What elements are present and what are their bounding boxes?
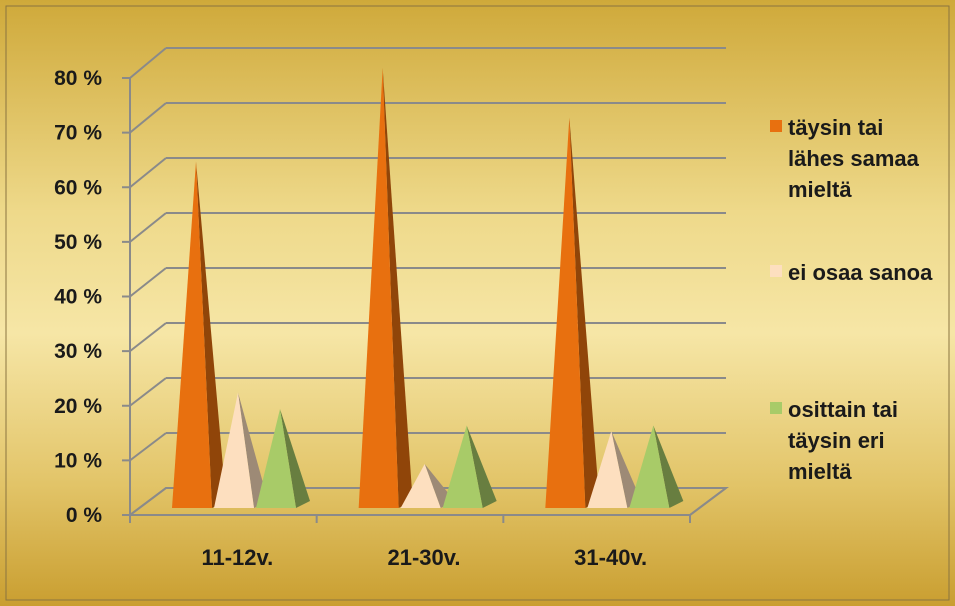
gridline-side	[129, 432, 167, 462]
legend-swatch	[770, 402, 782, 414]
y-tick-label: 10 %	[54, 449, 102, 472]
pyramid-mark	[358, 68, 413, 508]
x-tick-label: 31-40v.	[574, 545, 647, 570]
pyramid-mark	[629, 425, 684, 508]
x-tick-label: 21-30v.	[388, 545, 461, 570]
gridline-side	[129, 212, 167, 243]
gridline-side	[129, 322, 167, 352]
gridline-side	[129, 157, 167, 189]
legend-swatch	[770, 120, 782, 132]
legend-swatch	[770, 265, 782, 277]
y-tick-label: 80 %	[54, 67, 102, 90]
legend-label: ei osaa sanoa	[788, 260, 933, 285]
legend-item: täysin tai lähes samaa mieltä	[770, 112, 938, 205]
legend-item: ei osaa sanoa	[770, 257, 938, 288]
legend-label: osittain tai täysin eri mieltä	[788, 397, 899, 484]
y-tick-label: 60 %	[54, 176, 102, 199]
gridline-side	[129, 47, 167, 79]
gridline-side	[129, 267, 167, 298]
x-tick-label: 11-12v.	[201, 545, 273, 570]
chart-border	[5, 5, 950, 601]
pyramid-mark	[256, 409, 310, 508]
y-tick-label: 50 %	[54, 231, 102, 254]
pyramid-mark	[214, 392, 268, 508]
legend-item: osittain tai täysin eri mieltä	[770, 394, 938, 487]
gridline-side	[129, 102, 167, 134]
pyramid-mark	[442, 425, 497, 508]
y-tick-label: 40 %	[54, 286, 102, 309]
floor-edge	[689, 487, 727, 516]
y-tick-label: 30 %	[54, 340, 102, 363]
y-tick-label: 20 %	[54, 395, 102, 418]
y-tick-label: 0 %	[66, 504, 103, 527]
y-tick-label: 70 %	[54, 122, 102, 145]
pyramid-mark	[545, 117, 600, 508]
legend-label: täysin tai lähes samaa mieltä	[788, 115, 919, 202]
gridline-side	[129, 487, 167, 516]
pyramid-mark	[172, 161, 226, 508]
gridline-side	[129, 377, 167, 407]
pyramid-mark	[587, 431, 642, 508]
